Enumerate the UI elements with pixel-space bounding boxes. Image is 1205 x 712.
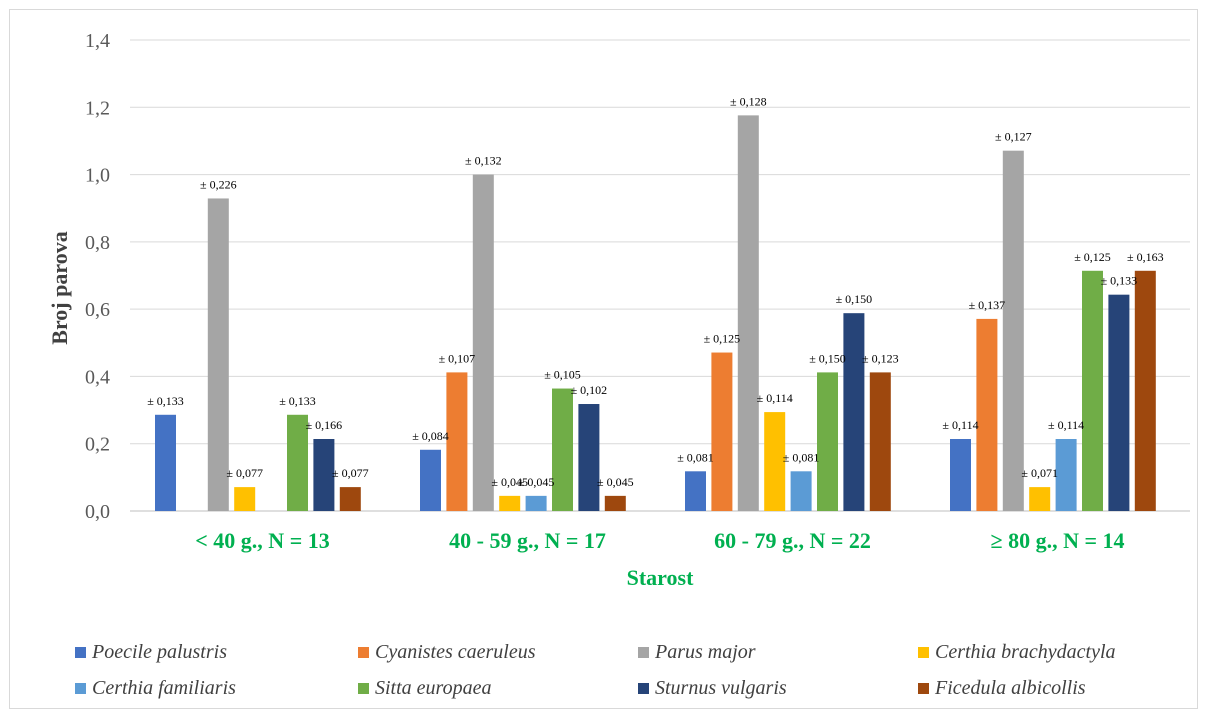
error-label: ± 0,077 — [332, 466, 369, 480]
error-label: ± 0,045 — [518, 475, 555, 489]
error-label: ± 0,226 — [200, 177, 237, 191]
bar — [234, 487, 256, 511]
error-label: ± 0,125 — [704, 332, 741, 346]
error-label: ± 0,114 — [1048, 418, 1084, 432]
bar — [207, 198, 229, 511]
error-label: ± 0,114 — [757, 391, 793, 405]
y-tick-label: 0,0 — [85, 501, 110, 523]
bar — [155, 414, 176, 511]
error-label: ± 0,125 — [1074, 250, 1111, 264]
y-tick-label: 1,4 — [85, 30, 110, 52]
y-tick-label: 0,8 — [85, 232, 110, 254]
error-label: ± 0,127 — [995, 130, 1032, 144]
error-label: ± 0,045 — [491, 475, 528, 489]
chart-frame — [9, 9, 1198, 709]
error-label: ± 0,081 — [783, 450, 820, 464]
bar — [1029, 487, 1051, 511]
bar — [552, 388, 573, 511]
error-label: ± 0,133 — [279, 394, 316, 408]
bar — [976, 318, 998, 511]
bar — [499, 495, 521, 511]
error-label: ± 0,133 — [1101, 274, 1138, 288]
bar — [1108, 294, 1130, 511]
bar — [950, 439, 971, 511]
bar — [525, 495, 547, 511]
bar — [604, 495, 626, 511]
error-label: ± 0,133 — [147, 394, 184, 408]
bar — [737, 115, 759, 512]
bar — [817, 372, 838, 511]
y-tick-label: 0,2 — [85, 434, 110, 456]
error-label: ± 0,132 — [465, 154, 502, 168]
bar — [869, 372, 891, 511]
error-labels: ± 0,133 ± 0,226 ± 0,077 ± 0,133 ± 0,166 ± 0,0… — [147, 94, 1163, 489]
y-axis-label: Broj parova — [47, 231, 72, 344]
error-label: ± 0,163 — [1127, 250, 1164, 264]
x-tick-label: < 40 g., N = 13 — [195, 528, 329, 553]
error-label: ± 0,150 — [836, 292, 873, 306]
error-label: ± 0,150 — [809, 351, 846, 365]
error-label: ± 0,166 — [306, 418, 343, 432]
error-label: ± 0,123 — [862, 351, 899, 365]
error-label: ± 0,137 — [969, 298, 1006, 312]
error-label: ± 0,128 — [730, 94, 767, 108]
error-label: ± 0,045 — [597, 475, 634, 489]
bar — [313, 439, 335, 511]
bars — [155, 115, 1156, 512]
error-label: ± 0,081 — [677, 450, 714, 464]
bar — [764, 412, 786, 511]
x-axis-categories: < 40 g., N = 13 40 - 59 g., N = 17 60 - 79… — [195, 528, 1124, 553]
error-label: ± 0,114 — [942, 418, 978, 432]
x-tick-label: 60 - 79 g., N = 22 — [714, 528, 871, 553]
bar — [790, 471, 812, 511]
y-tick-label: 0,6 — [85, 299, 110, 321]
bar — [711, 352, 733, 511]
error-label: ± 0,071 — [1021, 466, 1058, 480]
y-tick-label: 1,2 — [85, 97, 110, 119]
error-label: ± 0,084 — [412, 429, 449, 443]
y-axis-ticks: 0,0 0,2 0,4 0,6 0,8 1,0 1,2 1,4 — [85, 30, 110, 523]
x-tick-label: ≥ 80 g., N = 14 — [991, 528, 1125, 553]
x-axis-label: Starost — [627, 565, 694, 590]
bar — [472, 174, 494, 512]
x-tick-label: 40 - 59 g., N = 17 — [449, 528, 606, 553]
error-label: ± 0,102 — [571, 383, 608, 397]
bar — [1134, 270, 1156, 511]
bar — [685, 471, 706, 511]
y-tick-label: 0,4 — [85, 366, 110, 388]
bar — [578, 404, 600, 511]
error-label: ± 0,107 — [439, 351, 476, 365]
y-tick-label: 1,0 — [85, 165, 110, 187]
bar — [1055, 439, 1077, 511]
error-label: ± 0,077 — [226, 466, 263, 480]
bar — [339, 487, 361, 511]
bar — [1002, 150, 1024, 511]
error-label: ± 0,105 — [544, 368, 581, 382]
bar — [1082, 270, 1103, 511]
bar — [420, 449, 441, 511]
bar — [446, 372, 468, 511]
bar — [843, 313, 865, 511]
bar — [287, 414, 308, 511]
